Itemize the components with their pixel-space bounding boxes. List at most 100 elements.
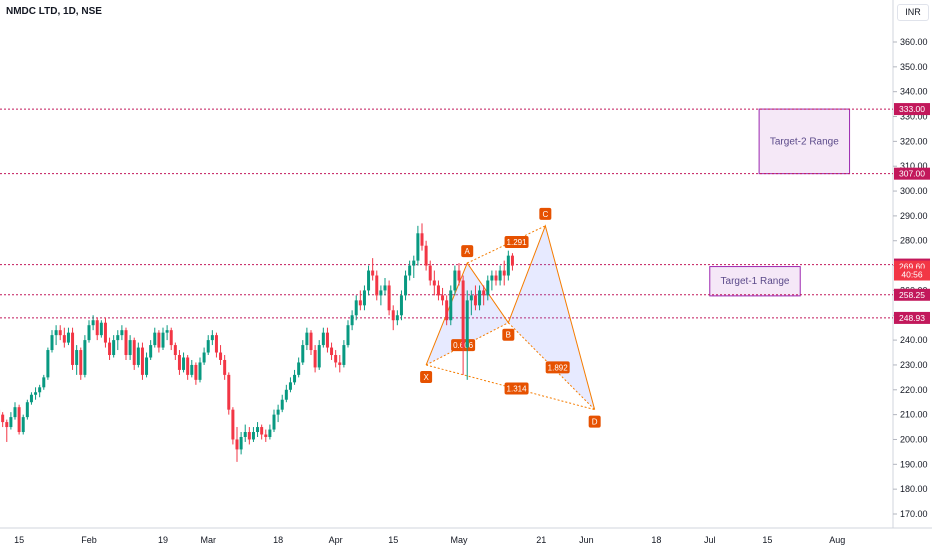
level-lines [0, 108, 893, 319]
candle-body [288, 382, 292, 390]
price-label-tag [894, 103, 930, 116]
candle-body [190, 364, 194, 375]
candle-body [198, 362, 202, 380]
candle-body [214, 335, 218, 353]
price-tick-label: 210.00 [900, 410, 928, 420]
target-range-box [709, 266, 801, 297]
candle-body [404, 275, 408, 296]
candle-body [379, 290, 383, 296]
time-tick-label: Mar [200, 535, 216, 545]
candle-body [186, 357, 190, 375]
candle-body [29, 394, 33, 403]
candle-body [239, 436, 243, 450]
candle-body [325, 332, 329, 348]
candle-body [177, 355, 181, 370]
candle-body [71, 332, 75, 365]
candle-body [482, 290, 486, 296]
candle-body [457, 270, 461, 281]
currency-selector[interactable]: INR [897, 4, 929, 21]
candle-body [284, 389, 288, 400]
candle-body [247, 432, 251, 440]
candle-body [371, 270, 375, 276]
candle-body [153, 332, 157, 346]
time-tick-label: 18 [273, 535, 283, 545]
price-tick-label: 320.00 [900, 136, 928, 146]
candle-body [486, 280, 490, 296]
candle-body [387, 285, 391, 311]
candle-body [309, 332, 313, 351]
candle-body [256, 427, 260, 433]
time-tick-label: 15 [388, 535, 398, 545]
candle-body [21, 417, 25, 433]
candle-body [13, 407, 17, 418]
candle-body [116, 335, 120, 341]
time-axis[interactable]: 15 Feb 19 Mar 18 Apr 15 May 21 Jun 18 Jul 15 Aug [14, 535, 845, 545]
candle-body [99, 322, 103, 336]
candle-body [412, 260, 416, 266]
pattern-point-label: B [506, 331, 511, 340]
target-range-label: Target-1 Range [721, 276, 790, 287]
candle-body [510, 255, 514, 266]
candle-body [395, 315, 399, 321]
candle-body [469, 295, 473, 301]
candle-body [478, 290, 482, 306]
candle-body [83, 340, 87, 375]
candle-body [276, 409, 280, 415]
time-tick-label: Aug [829, 535, 845, 545]
time-tick-label: May [450, 535, 468, 545]
candle-body [436, 285, 440, 296]
candle-body [354, 300, 358, 316]
price-tick-label: 180.00 [900, 484, 928, 494]
pattern-point-badge [539, 207, 552, 220]
target-ranges: Target-2 Range Target-1 Range [709, 108, 851, 297]
price-label-text: 258.25 [899, 290, 925, 300]
candle-body [1, 414, 5, 423]
time-tick-label: Feb [81, 535, 97, 545]
candle-body [441, 295, 445, 301]
candle-body [338, 362, 342, 365]
time-tick-label: 21 [536, 535, 546, 545]
time-tick-label: 18 [651, 535, 661, 545]
candle-body [317, 345, 321, 368]
candle-body [58, 330, 62, 336]
pattern-point-label: C [542, 210, 548, 219]
candle-body [260, 427, 264, 435]
candle-body [346, 325, 350, 346]
time-tick-label: 19 [158, 535, 168, 545]
time-tick-label: 15 [762, 535, 772, 545]
candle-body [243, 432, 247, 437]
candle-body [206, 340, 210, 353]
price-tick-label: 280.00 [900, 236, 928, 246]
candle-body [108, 342, 112, 356]
price-labels: 333.00307.00270.40269.6040:56258.25248.9… [894, 103, 930, 324]
candle-body [293, 374, 297, 383]
candle-body [251, 432, 255, 440]
candle-body [490, 275, 494, 281]
candle-body [301, 345, 305, 363]
price-tick-label: 300.00 [900, 186, 928, 196]
price-label-text: 307.00 [899, 169, 925, 179]
price-tick-label: 360.00 [900, 37, 928, 47]
candle-body [362, 290, 366, 306]
candle-body [432, 280, 436, 286]
candle-body [182, 357, 186, 370]
candle-body [264, 434, 268, 437]
price-label-text: 40:56 [901, 270, 923, 280]
candle-body [87, 325, 91, 341]
candle-body [408, 265, 412, 276]
candle-body [34, 392, 38, 395]
candle-body [227, 374, 231, 410]
candle-body [375, 275, 379, 296]
candle-body [165, 330, 169, 333]
time-tick-label: Jul [704, 535, 716, 545]
candle-body [231, 409, 235, 440]
candle-body [161, 332, 165, 348]
candle-body [330, 347, 334, 356]
pattern-point-label: D [592, 418, 598, 427]
candle-body [383, 285, 387, 291]
price-tick-label: 190.00 [900, 459, 928, 469]
candle-body [399, 295, 403, 316]
candle-body [321, 332, 325, 346]
price-tick-label: 240.00 [900, 335, 928, 345]
